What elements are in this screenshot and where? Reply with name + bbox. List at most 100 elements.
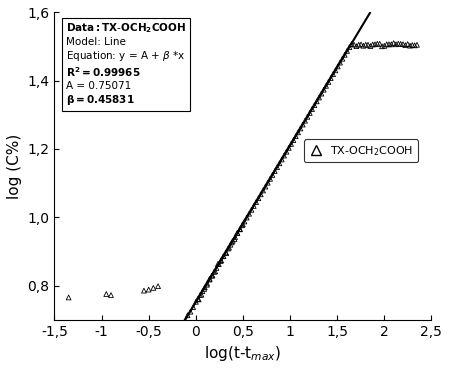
TX-OCH$_2$COOH [306,110,313,116]
TX-OCH$_2$COOH [187,309,194,314]
TX-OCH$_2$COOH [318,91,325,97]
TX-OCH$_2$COOH [103,291,110,297]
TX-OCH$_2$COOH [198,292,205,297]
TX-OCH$_2$COOH [367,43,374,49]
TX-OCH$_2$COOH [311,102,318,108]
TX-OCH$_2$COOH [236,226,243,232]
TX-OCH$_2$COOH [224,246,232,252]
TX-OCH$_2$COOH [173,332,180,337]
TX-OCH$_2$COOH [197,292,204,298]
TX-OCH$_2$COOH [217,258,224,264]
TX-OCH$_2$COOH [332,67,339,73]
TX-OCH$_2$COOH [276,160,283,166]
TX-OCH$_2$COOH [330,71,337,77]
TX-OCH$_2$COOH [411,43,418,48]
TX-OCH$_2$COOH [181,318,189,324]
TX-OCH$_2$COOH [229,238,236,244]
TX-OCH$_2$COOH [184,312,191,318]
TX-OCH$_2$COOH [313,98,320,104]
TX-OCH$_2$COOH [271,168,278,174]
TX-OCH$_2$COOH [255,195,262,201]
TX-OCH$_2$COOH [406,43,414,48]
TX-OCH$_2$COOH [400,41,407,47]
TX-OCH$_2$COOH [248,207,255,213]
TX-OCH$_2$COOH [203,282,211,288]
TX-OCH$_2$COOH [339,56,346,62]
TX-OCH$_2$COOH [365,42,372,48]
TX-OCH$_2$COOH [199,288,206,294]
TX-OCH$_2$COOH [283,149,290,155]
TX-OCH$_2$COOH [150,285,157,291]
TX-OCH$_2$COOH [223,250,230,256]
TX-OCH$_2$COOH [252,199,260,205]
TX-OCH$_2$COOH [222,249,229,255]
TX-OCH$_2$COOH [246,211,253,217]
TX-OCH$_2$COOH [65,295,72,300]
TX-OCH$_2$COOH [206,277,213,283]
TX-OCH$_2$COOH [250,203,257,209]
TX-OCH$_2$COOH [211,269,219,275]
TX-OCH$_2$COOH [360,43,367,49]
TX-OCH$_2$COOH [334,64,341,70]
TX-OCH$_2$COOH [325,79,332,85]
TX-OCH$_2$COOH [395,41,402,47]
TX-OCH$_2$COOH [295,130,302,135]
TX-OCH$_2$COOH [281,152,288,158]
TX-OCH$_2$COOH [231,236,238,242]
TX-OCH$_2$COOH [355,42,362,48]
TX-OCH$_2$COOH [213,265,220,271]
TX-OCH$_2$COOH [238,222,246,228]
Legend: TX-OCH$_2$COOH: TX-OCH$_2$COOH [304,139,418,162]
TX-OCH$_2$COOH [353,43,360,49]
TX-OCH$_2$COOH [145,287,152,293]
TX-OCH$_2$COOH [209,273,216,279]
TX-OCH$_2$COOH [369,41,376,47]
TX-OCH$_2$COOH [273,164,281,170]
TX-OCH$_2$COOH [227,242,234,248]
TX-OCH$_2$COOH [159,354,167,360]
TX-OCH$_2$COOH [336,60,343,65]
TX-OCH$_2$COOH [257,191,264,197]
TX-OCH$_2$COOH [214,261,221,267]
TX-OCH$_2$COOH [189,304,197,310]
TX-OCH$_2$COOH [316,94,323,100]
TX-OCH$_2$COOH [371,41,379,47]
TX-OCH$_2$COOH [170,336,177,342]
TX-OCH$_2$COOH [179,321,186,327]
TX-OCH$_2$COOH [234,230,241,236]
TX-OCH$_2$COOH [320,87,327,92]
TX-OCH$_2$COOH [192,299,199,305]
TX-OCH$_2$COOH [341,52,348,58]
TX-OCH$_2$COOH [211,269,218,275]
TX-OCH$_2$COOH [383,41,390,47]
TX-OCH$_2$COOH [239,222,247,228]
TX-OCH$_2$COOH [228,239,235,245]
TX-OCH$_2$COOH [290,137,297,143]
TX-OCH$_2$COOH [201,285,208,290]
TX-OCH$_2$COOH [195,296,202,302]
TX-OCH$_2$COOH [390,40,397,46]
TX-OCH$_2$COOH [154,283,162,289]
TX-OCH$_2$COOH [141,287,148,293]
TX-OCH$_2$COOH [285,145,292,151]
TX-OCH$_2$COOH [409,42,416,48]
TX-OCH$_2$COOH [260,188,267,194]
TX-OCH$_2$COOH [203,280,211,286]
TX-OCH$_2$COOH [388,41,395,47]
TX-OCH$_2$COOH [206,276,213,282]
TX-OCH$_2$COOH [220,253,227,259]
TX-OCH$_2$COOH [327,75,335,81]
TX-OCH$_2$COOH [220,253,227,259]
TX-OCH$_2$COOH [392,41,400,47]
TX-OCH$_2$COOH [376,41,383,47]
TX-OCH$_2$COOH [201,286,208,292]
TX-OCH$_2$COOH [176,325,183,331]
TX-OCH$_2$COOH [402,42,409,48]
X-axis label: log(t-t$_{max}$): log(t-t$_{max}$) [204,344,282,363]
TX-OCH$_2$COOH [278,157,285,162]
TX-OCH$_2$COOH [269,172,276,178]
TX-OCH$_2$COOH [194,296,201,302]
TX-OCH$_2$COOH [262,184,269,189]
TX-OCH$_2$COOH [215,261,222,267]
TX-OCH$_2$COOH [107,292,114,298]
